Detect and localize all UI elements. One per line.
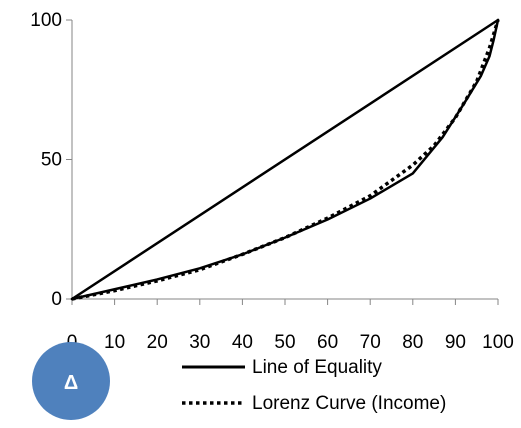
series-line-2: [70, 18, 500, 301]
y-tick-label: 0: [51, 289, 62, 310]
series-layer: [70, 18, 500, 301]
x-tick-label: 10: [104, 332, 125, 353]
legend-label: Line of Equality: [252, 357, 382, 378]
legend-label: Lorenz Curve (Income): [252, 393, 446, 414]
badge-circle: [32, 342, 110, 420]
y-tick-label: 50: [41, 150, 62, 171]
x-tick-label: 80: [402, 332, 423, 353]
y-tick-label: 100: [30, 10, 62, 31]
series-line-lorenz-curve-income: [71, 19, 500, 301]
delta-badge: Δ: [32, 342, 110, 420]
x-tick-label: 50: [274, 332, 295, 353]
x-tick-label: 100: [482, 332, 514, 353]
axes: 0501000102030405060708090100: [30, 10, 514, 353]
x-tick-label: 30: [189, 332, 210, 353]
x-tick-label: 40: [232, 332, 253, 353]
badge-label: Δ: [64, 372, 78, 394]
x-tick-label: 70: [360, 332, 381, 353]
x-tick-label: 90: [445, 332, 466, 353]
x-tick-label: 20: [147, 332, 168, 353]
legend: Line of Equality Lorenz Curve (Income): [182, 357, 446, 414]
series-line-line-of-equality: [70, 18, 500, 301]
x-tick-label: 60: [317, 332, 338, 353]
